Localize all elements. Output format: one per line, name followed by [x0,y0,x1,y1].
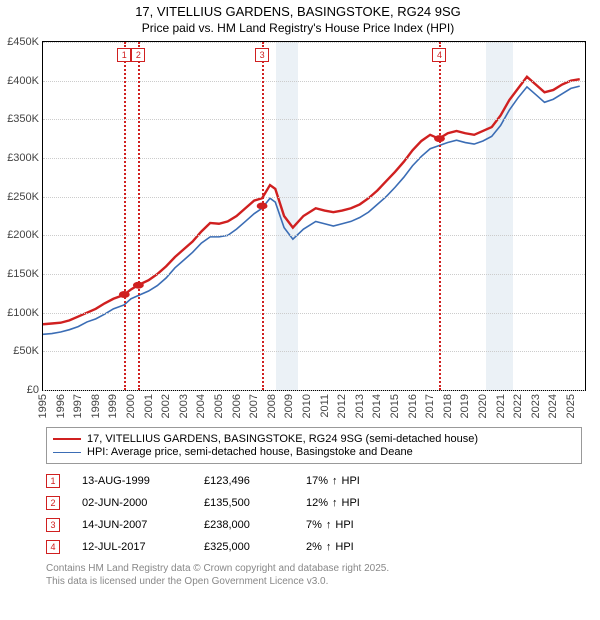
x-axis-label: 2025 [565,394,577,418]
x-axis-label: 2023 [530,394,542,418]
event-vline [439,42,441,390]
x-axis-label: 2009 [283,394,295,418]
event-date: 13-AUG-1999 [82,475,182,487]
x-axis-label: 1997 [72,394,84,418]
legend-item: HPI: Average price, semi-detached house,… [53,446,575,458]
event-marker-box: 2 [131,48,145,62]
event-number-box: 3 [46,518,60,532]
event-number-box: 2 [46,496,60,510]
x-axis-label: 2018 [442,394,454,418]
event-number-box: 1 [46,474,60,488]
x-axis-label: 2016 [407,394,419,418]
event-delta: 12% ↑ HPI [306,497,360,509]
x-axis-label: 2020 [477,394,489,418]
event-vline [262,42,264,390]
event-date: 12-JUL-2017 [82,541,182,553]
up-arrow-icon: ↑ [326,541,332,553]
x-axis-label: 2022 [512,394,524,418]
y-axis-label: £400K [7,75,39,87]
x-axis-label: 2013 [354,394,366,418]
footer-attribution: Contains HM Land Registry data © Crown c… [46,562,592,588]
footer-line: This data is licensed under the Open Gov… [46,575,592,588]
chart-title: 17, VITELLIUS GARDENS, BASINGSTOKE, RG24… [4,4,592,19]
x-axis-label: 1999 [107,394,119,418]
y-axis-label: £150K [7,268,39,280]
event-date: 14-JUN-2007 [82,519,182,531]
y-axis-label: £300K [7,152,39,164]
event-number-box: 4 [46,540,60,554]
x-axis-label: 2006 [231,394,243,418]
event-marker-box: 4 [432,48,446,62]
footer-line: Contains HM Land Registry data © Crown c… [46,562,592,575]
x-axis-label: 2010 [301,394,313,418]
legend-swatch [53,452,81,453]
up-arrow-icon: ↑ [332,475,338,487]
x-axis-label: 2001 [143,394,155,418]
x-axis-label: 2008 [266,394,278,418]
x-axis-label: 2004 [195,394,207,418]
event-delta: 17% ↑ HPI [306,475,360,487]
event-date: 02-JUN-2000 [82,497,182,509]
legend-swatch [53,438,81,440]
event-price: £238,000 [204,519,284,531]
y-axis-label: £100K [7,307,39,319]
event-row: 4 12-JUL-2017 £325,000 2% ↑ HPI [46,540,592,554]
legend: 17, VITELLIUS GARDENS, BASINGSTOKE, RG24… [46,427,582,464]
y-axis-label: £50K [13,345,39,357]
legend-item: 17, VITELLIUS GARDENS, BASINGSTOKE, RG24… [53,433,575,445]
up-arrow-icon: ↑ [326,519,332,531]
event-row: 3 14-JUN-2007 £238,000 7% ↑ HPI [46,518,592,532]
event-delta: 2% ↑ HPI [306,541,354,553]
events-table: 1 13-AUG-1999 £123,496 17% ↑ HPI 2 02-JUN-200… [46,474,592,554]
y-axis-label: £450K [7,36,39,48]
event-price: £135,500 [204,497,284,509]
event-row: 2 02-JUN-2000 £135,500 12% ↑ HPI [46,496,592,510]
x-axis-label: 2002 [160,394,172,418]
x-axis-label: 1995 [37,394,49,418]
event-delta: 7% ↑ HPI [306,519,354,531]
event-vline [124,42,126,390]
plot-region: £0£50K£100K£150K£200K£250K£300K£350K£400… [42,41,586,391]
y-axis-label: £250K [7,191,39,203]
x-axis-label: 1996 [55,394,67,418]
event-marker-box: 1 [117,48,131,62]
event-marker-box: 3 [255,48,269,62]
x-axis-label: 2021 [495,394,507,418]
x-axis-label: 2000 [125,394,137,418]
event-price: £123,496 [204,475,284,487]
y-axis-label: £350K [7,113,39,125]
x-axis-label: 2005 [213,394,225,418]
x-axis-label: 1998 [90,394,102,418]
event-vline [138,42,140,390]
x-axis-label: 2014 [371,394,383,418]
x-axis-label: 2003 [178,394,190,418]
x-axis-label: 2011 [319,394,331,418]
up-arrow-icon: ↑ [332,497,338,509]
y-axis-label: £200K [7,229,39,241]
gridline [43,390,585,391]
x-axis-label: 2007 [248,394,260,418]
x-axis-label: 2012 [336,394,348,418]
x-axis-label: 2019 [459,394,471,418]
chart-area: £0£50K£100K£150K£200K£250K£300K£350K£400… [42,41,586,421]
x-axis-label: 2017 [424,394,436,418]
chart-subtitle: Price paid vs. HM Land Registry's House … [4,21,592,35]
event-row: 1 13-AUG-1999 £123,496 17% ↑ HPI [46,474,592,488]
legend-label: HPI: Average price, semi-detached house,… [87,446,413,458]
legend-label: 17, VITELLIUS GARDENS, BASINGSTOKE, RG24… [87,433,478,445]
x-axis-label: 2024 [547,394,559,418]
event-price: £325,000 [204,541,284,553]
x-axis-label: 2015 [389,394,401,418]
